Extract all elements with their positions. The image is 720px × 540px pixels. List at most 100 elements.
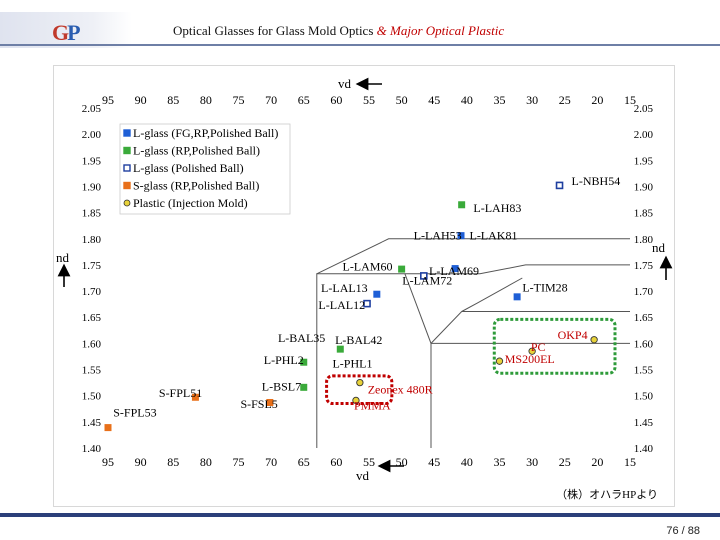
x-tick-label-top: 65 <box>298 93 310 107</box>
x-tick-label-bottom: 50 <box>396 455 408 469</box>
y-tick-label-right: 1.65 <box>634 312 654 324</box>
data-point-l-bal35 <box>336 345 344 353</box>
x-tick-label-top: 60 <box>330 93 342 107</box>
point-label: L-BAL35 <box>278 331 325 345</box>
data-point-l-lal13 <box>373 290 381 298</box>
point-label: S-FPL53 <box>113 405 156 419</box>
region-boundary-line <box>316 264 630 448</box>
y-tick-label-left: 1.90 <box>82 181 102 193</box>
x-tick-label-top: 95 <box>102 93 114 107</box>
region-boundary-line <box>316 238 630 275</box>
x-tick-label-top: 75 <box>233 93 245 107</box>
x-tick-label-bottom: 15 <box>624 455 636 469</box>
x-tick-label-bottom: 30 <box>526 455 538 469</box>
point-label: S-FPL51 <box>159 386 202 400</box>
y-tick-label-right: 1.95 <box>634 155 654 167</box>
data-point-okp4 <box>590 336 598 344</box>
x-tick-label-bottom: 90 <box>135 455 147 469</box>
y-tick-label-right: 2.00 <box>634 129 654 141</box>
y-tick-label-left: 1.45 <box>82 417 102 429</box>
y-tick-label-left: 2.00 <box>82 129 102 141</box>
y-tick-label-left: 1.40 <box>82 443 102 455</box>
highlight-box <box>325 374 394 406</box>
region-boundary-line <box>461 277 523 312</box>
chart-frame <box>53 65 675 507</box>
point-label: Zeonex 480R <box>368 382 433 396</box>
header-divider <box>0 44 720 46</box>
region-boundary-line <box>404 273 432 344</box>
point-label: L-LAH53 <box>414 229 462 243</box>
x-tick-label-bottom: 70 <box>265 455 277 469</box>
point-label: PC <box>531 340 546 354</box>
point-label: S-FSL5 <box>240 397 277 411</box>
data-point-l-lah83 <box>458 201 466 209</box>
data-point-pmma <box>352 396 360 405</box>
x-tick-label-top: 25 <box>559 93 571 107</box>
data-point-l-tim28 <box>513 293 521 301</box>
y-tick-label-left: 1.85 <box>82 208 102 220</box>
x-tick-label-top: 20 <box>591 93 603 107</box>
x-tick-label-bottom: 45 <box>428 455 440 469</box>
legend-label: L-glass (FG,RP,Polished Ball) <box>133 126 278 140</box>
y-tick-label-left: 1.75 <box>82 260 102 272</box>
x-tick-label-bottom: 20 <box>591 455 603 469</box>
highlight-box <box>492 317 617 375</box>
slide-title: Optical Glasses for Glass Mold Optics & … <box>173 23 504 39</box>
source-credit: （株）オハラHPより <box>556 487 658 501</box>
legend-label: S-glass (RP,Polished Ball) <box>133 179 259 193</box>
x-tick-label-top: 35 <box>494 93 506 107</box>
x-tick-label-top: 80 <box>200 93 212 107</box>
x-tick-label-top: 45 <box>428 93 440 107</box>
x-axis-title-top: vd <box>338 76 352 91</box>
x-tick-label-bottom: 55 <box>363 455 375 469</box>
title-main: Optical Glasses for Glass Mold Optics <box>173 23 377 38</box>
y-axis-title-left: nd <box>56 250 70 265</box>
y-tick-label-right: 1.60 <box>634 338 654 350</box>
x-tick-label-top: 50 <box>396 93 408 107</box>
point-label: PMMA <box>354 399 391 413</box>
logo: GP <box>52 20 81 45</box>
y-tick-label-right: 1.50 <box>634 391 654 403</box>
logo-band <box>0 12 132 48</box>
point-label: OKP4 <box>558 328 588 342</box>
y-tick-label-left: 1.55 <box>82 365 102 377</box>
legend-box <box>119 123 291 215</box>
y-axis-title-right: nd <box>652 240 666 255</box>
data-point-l-lam60 <box>451 265 459 273</box>
point-label: L-LAK81 <box>469 229 517 243</box>
y-tick-label-left: 1.60 <box>82 338 102 350</box>
data-point-l-lam72 <box>420 272 428 280</box>
legend-label: L-glass (RP,Polished Ball) <box>133 144 260 158</box>
x-tick-label-bottom: 65 <box>298 455 310 469</box>
y-tick-label-left: 1.70 <box>82 286 102 298</box>
slide-header: GP Optical Glasses for Glass Mold Optics… <box>0 0 720 62</box>
data-point-l-lam69 <box>398 265 406 273</box>
data-point-s-fpl53 <box>104 424 112 432</box>
footer-divider <box>0 513 720 517</box>
x-tick-label-bottom: 95 <box>102 455 114 469</box>
data-point-s-fpl51 <box>191 393 199 401</box>
y-tick-label-left: 2.05 <box>82 103 102 115</box>
point-label: MS200EL <box>505 352 555 366</box>
x-tick-label-top: 40 <box>461 93 473 107</box>
page-number: 76 / 88 <box>666 525 700 537</box>
x-tick-label-top: 15 <box>624 93 636 107</box>
data-point-ms200el <box>495 357 504 365</box>
legend-marker <box>123 146 131 155</box>
point-label: L-LAL12 <box>318 298 365 312</box>
data-point-l-lah53 <box>457 232 465 240</box>
y-tick-label-right: 1.40 <box>634 443 654 455</box>
legend-marker <box>123 129 131 137</box>
y-tick-label-right: 1.85 <box>634 208 654 220</box>
x-tick-label-top: 70 <box>265 93 277 107</box>
data-point-pc <box>528 347 536 355</box>
point-label: L-PHL1 <box>332 356 372 370</box>
point-label: L-LAM72 <box>402 274 452 288</box>
legend-marker <box>123 181 131 190</box>
point-label: L-BSL7 <box>262 379 301 393</box>
x-axis-title-bottom: vd <box>356 468 370 483</box>
legend-marker <box>123 199 131 207</box>
title-highlight: & Major Optical Plastic <box>376 23 505 38</box>
x-tick-label-bottom: 40 <box>461 455 473 469</box>
